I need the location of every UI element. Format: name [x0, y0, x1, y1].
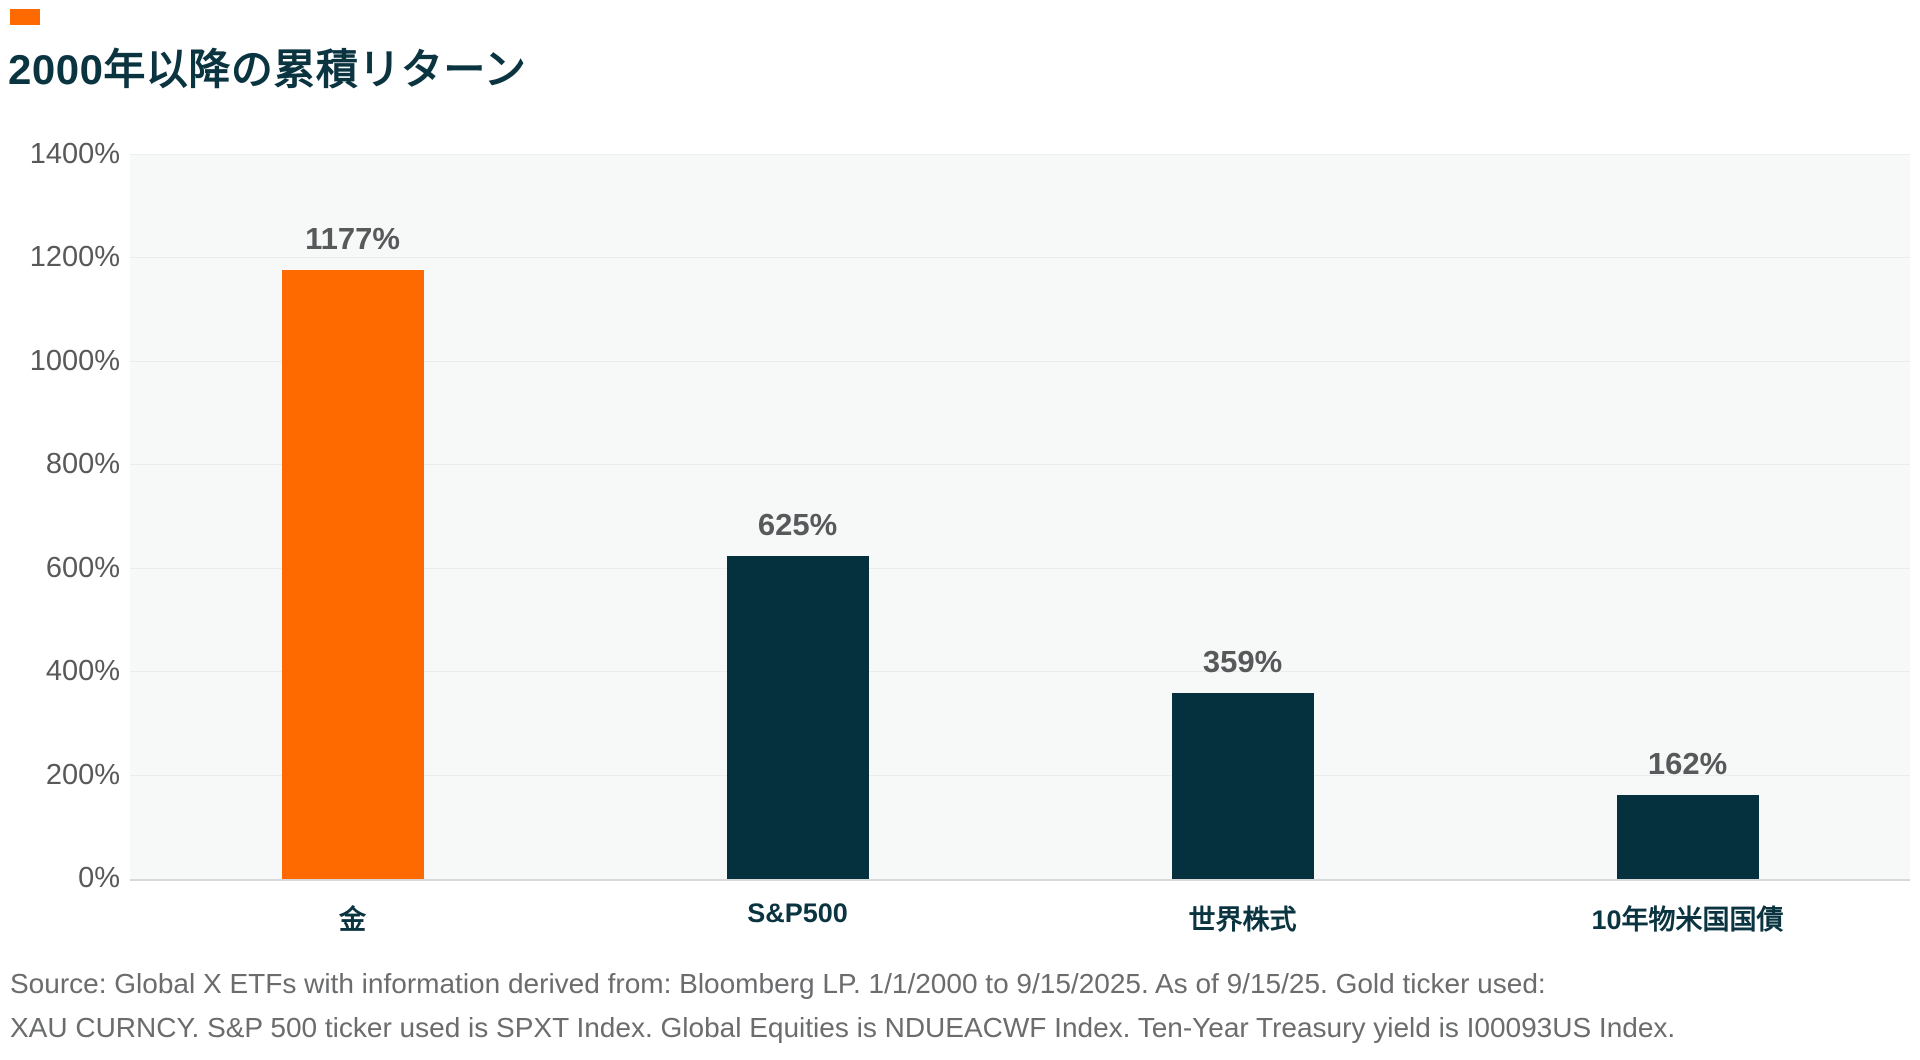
y-axis-tick-label: 1000% [29, 344, 120, 377]
bar-10年物米国国債 [1616, 795, 1759, 879]
gridline [130, 257, 1910, 259]
bar-value-label: 359% [1202, 644, 1283, 680]
y-axis-tick-label: 800% [45, 448, 120, 481]
source-note: Source: Global X ETFs with information d… [10, 962, 1675, 1050]
gridline [130, 567, 1910, 569]
y-axis-tick-label: 0% [78, 862, 120, 894]
x-axis-category-label: 金 [339, 905, 366, 935]
gridline [130, 360, 1910, 362]
y-axis-tick-label: 1400% [29, 138, 120, 170]
y-axis-tick-label: 400% [45, 655, 120, 688]
bar-column-1: 1177% [130, 155, 575, 879]
bar-value-label: 625% [757, 506, 838, 542]
y-axis-tick-label: 1200% [29, 241, 120, 274]
bar-S&P500 [726, 555, 869, 879]
y-axis-tick-label: 600% [45, 551, 120, 584]
gridline [130, 671, 1910, 673]
bar-value-label: 162% [1647, 746, 1728, 782]
y-axis-tick-label: 200% [45, 758, 120, 791]
bar-column-2: 625% [575, 155, 1020, 879]
gridline [130, 774, 1910, 776]
source-line-2: XAU CURNCY. S&P 500 ticker used is SPXT … [10, 1012, 1676, 1043]
x-axis-category-label: 10年物米国国債 [1591, 905, 1784, 935]
plot-area: 1177% 625% 359% 162% [130, 154, 1910, 881]
bar-value-label: 1177% [305, 221, 400, 257]
bar-column-4: 162% [1465, 155, 1910, 879]
accent-bar [10, 9, 40, 25]
x-axis-category-label: 世界株式 [1188, 905, 1297, 935]
bar-世界株式 [1171, 693, 1314, 879]
source-line-1: Source: Global X ETFs with information d… [10, 968, 1546, 999]
x-axis-category-label: S&P500 [747, 898, 848, 928]
bar-金 [281, 270, 424, 879]
chart-title: 2000年以降の累積リターン [8, 46, 527, 93]
gridline [130, 464, 1910, 466]
bar-column-3: 359% [1020, 155, 1465, 879]
